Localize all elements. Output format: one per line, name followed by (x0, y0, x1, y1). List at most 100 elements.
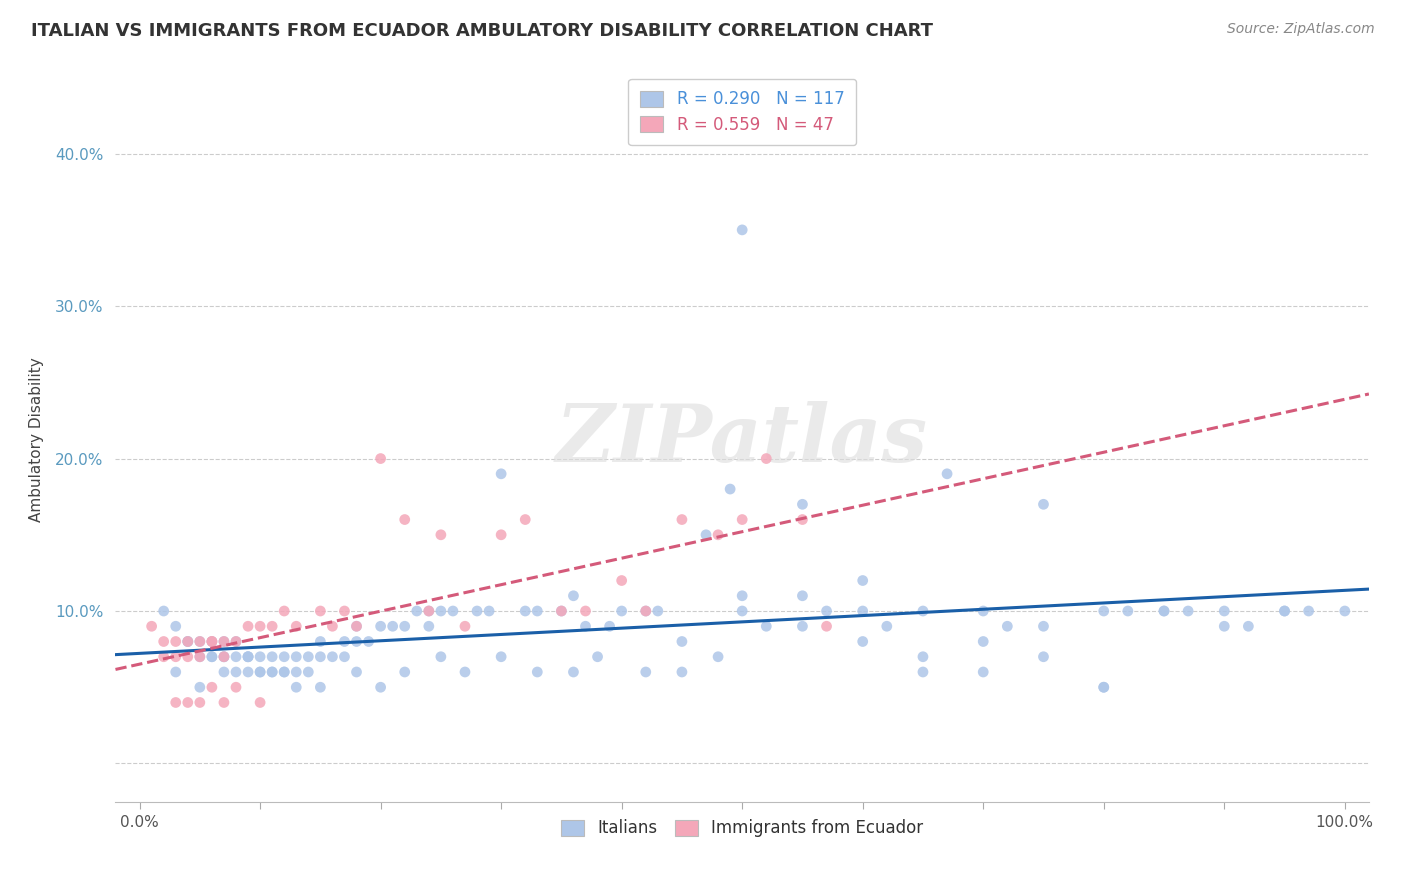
Point (152, 604, 174, 618)
Point (321, 619, 343, 633)
Point (574, 619, 596, 633)
Point (634, 604, 657, 618)
Point (707, 649, 730, 664)
Point (972, 665, 994, 679)
Point (634, 604, 657, 618)
Point (201, 634, 224, 648)
Point (370, 451, 392, 466)
Point (911, 604, 934, 618)
Point (262, 665, 284, 679)
Point (731, 223, 754, 237)
Point (1153, 604, 1175, 618)
Point (1274, 604, 1296, 618)
Point (177, 634, 200, 648)
Point (188, 634, 211, 648)
Point (249, 665, 271, 679)
Point (177, 634, 200, 648)
Point (381, 619, 404, 633)
Point (285, 619, 308, 633)
Point (634, 665, 657, 679)
Point (430, 649, 453, 664)
Point (188, 680, 211, 694)
Point (550, 604, 572, 618)
Point (911, 665, 934, 679)
Point (273, 665, 295, 679)
Point (515, 512, 537, 526)
Point (972, 604, 994, 618)
Point (550, 604, 572, 618)
Point (225, 680, 247, 694)
Point (309, 634, 332, 648)
Point (357, 634, 380, 648)
Point (1333, 604, 1355, 618)
Point (333, 634, 356, 648)
Point (418, 604, 440, 618)
Point (188, 649, 211, 664)
Point (1032, 649, 1054, 664)
Point (188, 696, 211, 710)
Point (236, 665, 259, 679)
Text: Source: ZipAtlas.com: Source: ZipAtlas.com (1227, 22, 1375, 37)
Point (1237, 619, 1260, 633)
Point (177, 696, 200, 710)
Point (562, 665, 585, 679)
Point (478, 604, 501, 618)
Point (394, 512, 416, 526)
Point (236, 619, 259, 633)
Point (333, 604, 356, 618)
Point (297, 665, 319, 679)
Point (394, 665, 416, 679)
Point (141, 619, 163, 633)
Point (852, 634, 875, 648)
Point (586, 649, 609, 664)
Point (515, 604, 537, 618)
Point (249, 696, 271, 710)
Text: ZIPatlas: ZIPatlas (557, 401, 928, 478)
Point (430, 528, 453, 542)
Point (249, 619, 271, 633)
Point (370, 619, 392, 633)
Point (165, 619, 187, 633)
Point (285, 649, 308, 664)
Point (309, 649, 332, 664)
Point (1298, 604, 1320, 618)
Point (911, 649, 934, 664)
Legend: Italians, Immigrants from Ecuador: Italians, Immigrants from Ecuador (554, 813, 929, 844)
Point (285, 665, 308, 679)
Point (671, 634, 693, 648)
Point (165, 696, 187, 710)
Point (188, 649, 211, 664)
Point (394, 619, 416, 633)
Point (346, 619, 368, 633)
Point (418, 619, 440, 633)
Point (346, 665, 368, 679)
Point (1032, 497, 1054, 511)
Point (1092, 680, 1115, 694)
Point (309, 604, 332, 618)
Point (177, 649, 200, 664)
Point (610, 574, 633, 588)
Point (333, 649, 356, 664)
Point (201, 680, 224, 694)
Point (718, 482, 741, 496)
Point (165, 634, 187, 648)
Point (1116, 604, 1139, 618)
Point (273, 604, 295, 618)
Point (792, 589, 814, 603)
Point (526, 665, 548, 679)
Point (212, 649, 235, 664)
Point (731, 604, 754, 618)
Point (792, 619, 814, 633)
Point (225, 665, 247, 679)
Point (188, 634, 211, 648)
Point (262, 665, 284, 679)
Point (236, 649, 259, 664)
Point (212, 696, 235, 710)
Point (1153, 604, 1175, 618)
Y-axis label: Ambulatory Disability: Ambulatory Disability (30, 357, 44, 522)
Point (1092, 680, 1115, 694)
Text: ITALIAN VS IMMIGRANTS FROM ECUADOR AMBULATORY DISABILITY CORRELATION CHART: ITALIAN VS IMMIGRANTS FROM ECUADOR AMBUL… (31, 22, 934, 40)
Point (1177, 604, 1199, 618)
Point (707, 528, 730, 542)
Point (249, 665, 271, 679)
